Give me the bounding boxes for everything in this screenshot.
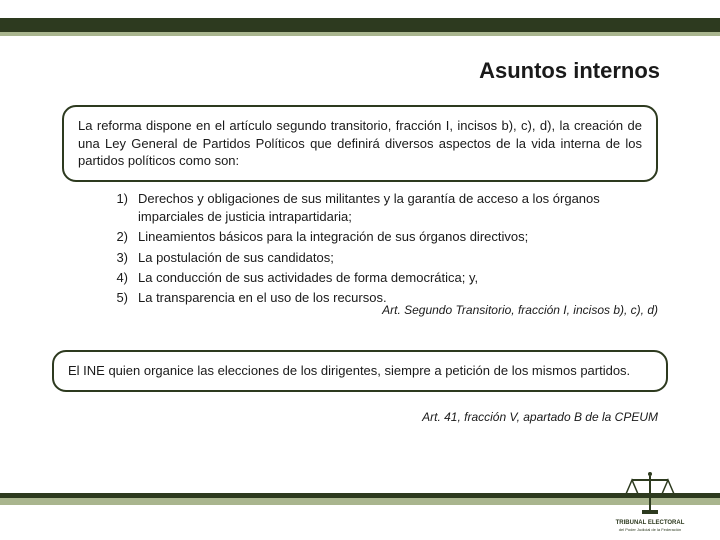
list-text: Lineamientos básicos para la integración… <box>138 228 650 246</box>
citation-2: Art. 41, fracción V, apartado B de la CP… <box>422 410 658 424</box>
list-num: 5) <box>110 289 138 307</box>
list-num: 3) <box>110 249 138 267</box>
tribunal-logo: TRIBUNAL ELECTORAL del Poder Judicial de… <box>610 462 690 532</box>
scales-icon <box>620 470 680 518</box>
list-num: 4) <box>110 269 138 287</box>
second-box: El INE quien organice las elecciones de … <box>52 350 668 392</box>
top-bar-dark <box>0 18 720 32</box>
top-bar-light <box>0 32 720 36</box>
list-item: 3) La postulación de sus candidatos; <box>110 249 650 267</box>
list-item: 1) Derechos y obligaciones de sus milita… <box>110 190 650 226</box>
list-text: La postulación de sus candidatos; <box>138 249 650 267</box>
list-item: 2) Lineamientos básicos para la integrac… <box>110 228 650 246</box>
logo-text-1: TRIBUNAL ELECTORAL <box>616 520 685 526</box>
list-item: 4) La conducción de sus actividades de f… <box>110 269 650 287</box>
logo-text-2: del Poder Judicial de la Federación <box>619 528 681 532</box>
numbered-list: 1) Derechos y obligaciones de sus milita… <box>110 190 650 309</box>
page-title: Asuntos internos <box>479 58 660 84</box>
list-num: 1) <box>110 190 138 226</box>
list-num: 2) <box>110 228 138 246</box>
citation-1: Art. Segundo Transitorio, fracción I, in… <box>382 303 658 317</box>
intro-box: La reforma dispone en el artículo segund… <box>62 105 658 182</box>
list-text: Derechos y obligaciones de sus militante… <box>138 190 650 226</box>
list-text: La conducción de sus actividades de form… <box>138 269 650 287</box>
